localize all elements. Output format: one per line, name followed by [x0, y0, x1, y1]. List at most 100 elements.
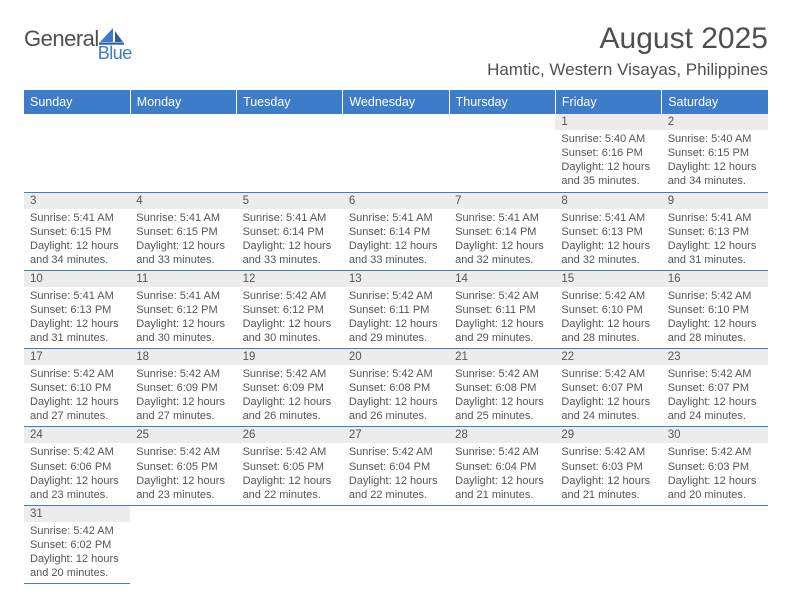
calendar-week-row: 24Sunrise: 5:42 AMSunset: 6:06 PMDayligh…	[24, 427, 768, 505]
calendar-week-row: 31Sunrise: 5:42 AMSunset: 6:02 PMDayligh…	[24, 505, 768, 583]
calendar-cell: 3Sunrise: 5:41 AMSunset: 6:15 PMDaylight…	[24, 192, 130, 270]
sun-data-line: Sunset: 6:03 PM	[668, 460, 762, 474]
sun-data-line: Daylight: 12 hours and 27 minutes.	[136, 395, 230, 423]
day-number: 31	[24, 506, 130, 522]
sun-data-line: Sunset: 6:09 PM	[136, 381, 230, 395]
sun-data-line: Sunset: 6:02 PM	[30, 538, 124, 552]
sun-data-line: Daylight: 12 hours and 29 minutes.	[455, 317, 549, 345]
weekday-header: Thursday	[449, 90, 555, 114]
calendar-cell: 19Sunrise: 5:42 AMSunset: 6:09 PMDayligh…	[237, 349, 343, 427]
cell-body: Sunrise: 5:42 AMSunset: 6:06 PMDaylight:…	[24, 443, 130, 504]
calendar-cell	[24, 114, 130, 192]
weekday-header-row: SundayMondayTuesdayWednesdayThursdayFrid…	[24, 90, 768, 114]
cell-body: Sunrise: 5:42 AMSunset: 6:07 PMDaylight:…	[555, 365, 661, 426]
calendar-cell: 30Sunrise: 5:42 AMSunset: 6:03 PMDayligh…	[662, 427, 768, 505]
sun-data-line: Sunrise: 5:41 AM	[136, 211, 230, 225]
sun-data-line: Sunrise: 5:42 AM	[136, 445, 230, 459]
sun-data-line: Sunrise: 5:41 AM	[455, 211, 549, 225]
sun-data-line: Sunrise: 5:41 AM	[561, 211, 655, 225]
sun-data-line: Sunset: 6:15 PM	[30, 225, 124, 239]
day-number: 23	[662, 349, 768, 365]
sun-data-line: Sunset: 6:14 PM	[455, 225, 549, 239]
sun-data-line: Sunset: 6:14 PM	[349, 225, 443, 239]
sun-data-line: Daylight: 12 hours and 35 minutes.	[561, 160, 655, 188]
month-title: August 2025	[487, 22, 768, 56]
day-number: 10	[24, 271, 130, 287]
calendar-cell: 25 Sunrise: 5:42 AMSunset: 6:05 PMDayligh…	[130, 427, 236, 505]
sun-data-line: Daylight: 12 hours and 32 minutes.	[561, 239, 655, 267]
calendar-cell: 13Sunrise: 5:42 AMSunset: 6:11 PMDayligh…	[343, 270, 449, 348]
day-number: 1	[555, 114, 661, 130]
calendar-cell: 22Sunrise: 5:42 AMSunset: 6:07 PMDayligh…	[555, 349, 661, 427]
day-number: 19	[237, 349, 343, 365]
calendar-cell	[130, 505, 236, 583]
day-number: 18	[130, 349, 236, 365]
calendar-cell	[449, 114, 555, 192]
day-number: 27	[343, 427, 449, 443]
sun-data-line: Sunset: 6:04 PM	[455, 460, 549, 474]
calendar-cell	[449, 505, 555, 583]
day-number: 5	[237, 193, 343, 209]
calendar-cell: 14Sunrise: 5:42 AMSunset: 6:11 PMDayligh…	[449, 270, 555, 348]
sun-data-line: Sunrise: 5:41 AM	[668, 211, 762, 225]
logo-text-blue: Blue	[98, 43, 132, 64]
sun-data-line: Daylight: 12 hours and 29 minutes.	[349, 317, 443, 345]
calendar-week-row: 1Sunrise: 5:40 AMSunset: 6:16 PMDaylight…	[24, 114, 768, 192]
day-number: 25	[130, 427, 236, 443]
day-number: 28	[449, 427, 555, 443]
weekday-header: Wednesday	[343, 90, 449, 114]
sun-data-line: Daylight: 12 hours and 22 minutes.	[349, 474, 443, 502]
sun-data-line: Sunset: 6:05 PM	[136, 460, 230, 474]
weekday-header: Sunday	[24, 90, 130, 114]
sun-data-line: Sunset: 6:12 PM	[243, 303, 337, 317]
weekday-header: Saturday	[662, 90, 768, 114]
cell-body: Sunrise: 5:42 AMSunset: 6:03 PMDaylight:…	[555, 443, 661, 504]
calendar-cell	[130, 114, 236, 192]
cell-body: Sunrise: 5:42 AMSunset: 6:09 PMDaylight:…	[130, 365, 236, 426]
cell-body: Sunrise: 5:42 AMSunset: 6:08 PMDaylight:…	[343, 365, 449, 426]
calendar-cell	[555, 505, 661, 583]
calendar-cell	[343, 505, 449, 583]
sun-data-line: Sunrise: 5:42 AM	[243, 445, 337, 459]
logo: General Blue	[24, 22, 160, 52]
sun-data-line: Daylight: 12 hours and 31 minutes.	[668, 239, 762, 267]
sun-data-line: Sunset: 6:04 PM	[349, 460, 443, 474]
calendar-cell	[237, 505, 343, 583]
calendar-cell: 21Sunrise: 5:42 AMSunset: 6:08 PMDayligh…	[449, 349, 555, 427]
calendar-cell: 12Sunrise: 5:42 AMSunset: 6:12 PMDayligh…	[237, 270, 343, 348]
calendar-cell: 15Sunrise: 5:42 AMSunset: 6:10 PMDayligh…	[555, 270, 661, 348]
cell-body: Sunrise: 5:42 AMSunset: 6:04 PMDaylight:…	[449, 443, 555, 504]
sun-data-line: Daylight: 12 hours and 34 minutes.	[30, 239, 124, 267]
cell-body: Sunrise: 5:40 AMSunset: 6:16 PMDaylight:…	[555, 130, 661, 191]
calendar-cell: 23Sunrise: 5:42 AMSunset: 6:07 PMDayligh…	[662, 349, 768, 427]
sun-data-line: Daylight: 12 hours and 23 minutes.	[136, 474, 230, 502]
calendar-cell: 9 Sunrise: 5:41 AMSunset: 6:13 PMDaylight…	[662, 192, 768, 270]
sun-data-line: Sunset: 6:08 PM	[349, 381, 443, 395]
sun-data-line: Sunrise: 5:42 AM	[349, 367, 443, 381]
sun-data-line: Sunset: 6:13 PM	[30, 303, 124, 317]
sun-data-line: Daylight: 12 hours and 23 minutes.	[30, 474, 124, 502]
cell-body: Sunrise: 5:42 AMSunset: 6:09 PMDaylight:…	[237, 365, 343, 426]
sun-data-line: Sunrise: 5:41 AM	[349, 211, 443, 225]
sun-data-line: Sunrise: 5:42 AM	[455, 445, 549, 459]
sun-data-line: Sunrise: 5:42 AM	[561, 289, 655, 303]
cell-body: Sunrise: 5:41 AMSunset: 6:13 PMDaylight:…	[555, 209, 661, 270]
day-number: 30	[662, 427, 768, 443]
calendar-cell	[662, 505, 768, 583]
weekday-header: Tuesday	[237, 90, 343, 114]
cell-body: Sunrise: 5:42 AMSunset: 6:07 PMDaylight:…	[662, 365, 768, 426]
sun-data-line: Daylight: 12 hours and 30 minutes.	[136, 317, 230, 345]
cell-body: Sunrise: 5:41 AMSunset: 6:14 PMDaylight:…	[449, 209, 555, 270]
day-number: 4	[130, 193, 236, 209]
sun-data-line: Sunrise: 5:42 AM	[136, 367, 230, 381]
day-number: 9	[662, 193, 768, 209]
calendar-cell: 10Sunrise: 5:41 AMSunset: 6:13 PMDayligh…	[24, 270, 130, 348]
sun-data-line: Sunset: 6:13 PM	[668, 225, 762, 239]
calendar-cell: 29Sunrise: 5:42 AMSunset: 6:03 PMDayligh…	[555, 427, 661, 505]
sun-data-line: Daylight: 12 hours and 31 minutes.	[30, 317, 124, 345]
day-number: 3	[24, 193, 130, 209]
sun-data-line: Daylight: 12 hours and 30 minutes.	[243, 317, 337, 345]
cell-body: Sunrise: 5:42 AMSunset: 6:10 PMDaylight:…	[24, 365, 130, 426]
cell-body: Sunrise: 5:42 AMSunset: 6:03 PMDaylight:…	[662, 443, 768, 504]
cell-body: Sunrise: 5:41 AMSunset: 6:14 PMDaylight:…	[237, 209, 343, 270]
